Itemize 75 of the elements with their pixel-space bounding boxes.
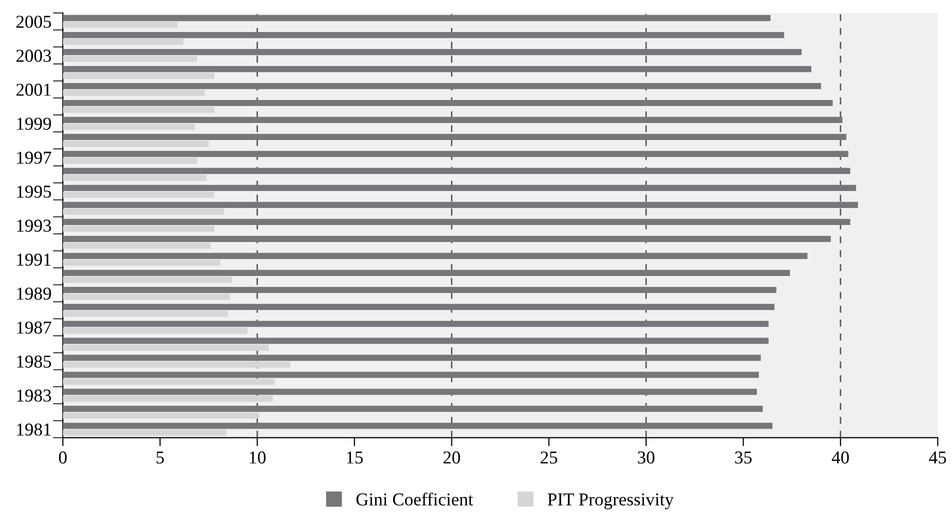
x-tick-label: 35 xyxy=(735,451,752,464)
bar xyxy=(62,422,772,429)
bar xyxy=(62,294,230,300)
bar xyxy=(62,270,790,276)
x-tick-label: 15 xyxy=(347,452,363,464)
x-tick-label: 25 xyxy=(540,451,558,464)
y-tick-label: 1985 xyxy=(17,356,52,368)
bar xyxy=(62,242,211,249)
bar xyxy=(62,430,226,436)
bar xyxy=(62,22,178,28)
bar xyxy=(62,184,856,192)
bar xyxy=(62,14,771,22)
bar xyxy=(62,116,842,124)
y-tick-label: 2005 xyxy=(16,16,52,28)
bar xyxy=(62,236,831,242)
y-tick-label: 2001 xyxy=(16,84,51,96)
bar xyxy=(62,344,269,351)
bar xyxy=(62,38,184,45)
bar xyxy=(62,158,197,164)
x-tick-label: 40 xyxy=(832,451,849,464)
bar xyxy=(62,378,275,385)
bar xyxy=(62,106,214,113)
y-tick-label: 1999 xyxy=(17,118,51,130)
bar xyxy=(62,150,848,158)
x-tick-label: 30 xyxy=(638,451,654,464)
bar xyxy=(62,354,761,361)
y-tick-label: 1981 xyxy=(17,423,51,436)
bar xyxy=(62,252,808,259)
y-tick-label: 1997 xyxy=(17,152,52,164)
bar xyxy=(62,174,207,181)
bar xyxy=(62,100,833,106)
bar xyxy=(62,320,769,327)
x-tick-label: 0 xyxy=(59,451,67,464)
bar xyxy=(62,32,784,38)
bar xyxy=(62,134,846,140)
bar xyxy=(62,338,769,344)
bar xyxy=(62,328,248,334)
bar xyxy=(62,362,290,368)
bar xyxy=(62,276,232,283)
bar xyxy=(62,192,214,198)
bar xyxy=(62,168,850,174)
bar xyxy=(62,226,214,232)
bar xyxy=(62,202,858,208)
bar xyxy=(62,208,224,215)
bar xyxy=(62,90,205,96)
bar xyxy=(62,218,850,225)
y-tick-label: 2003 xyxy=(16,50,52,62)
bar xyxy=(62,124,196,130)
x-tick-label: 45 xyxy=(929,452,946,464)
y-tick-label: 1989 xyxy=(17,288,51,300)
bar xyxy=(62,48,802,56)
legend-label: Gini Coefficient xyxy=(356,492,474,506)
bar xyxy=(62,310,228,317)
y-tick-label: 1995 xyxy=(17,186,52,198)
y-tick-label: 1991 xyxy=(17,254,51,266)
bar xyxy=(62,412,260,419)
y-tick-label: 1993 xyxy=(17,220,52,232)
bar xyxy=(62,286,776,293)
bar xyxy=(62,56,197,62)
bar xyxy=(62,396,273,402)
bar xyxy=(62,304,774,310)
bar xyxy=(62,260,220,266)
legend-label: PIT Progressivity xyxy=(548,493,674,510)
x-tick-label: 10 xyxy=(250,451,266,464)
y-tick-label: 1983 xyxy=(17,389,52,402)
x-tick-label: 20 xyxy=(443,451,460,464)
y-tick-label: 1987 xyxy=(17,322,52,334)
x-tick-label: 5 xyxy=(156,452,164,464)
bar xyxy=(62,406,763,412)
bar xyxy=(62,388,757,395)
bar xyxy=(62,372,759,378)
bar xyxy=(62,140,209,147)
bar xyxy=(62,66,812,72)
bar xyxy=(62,82,822,90)
bar xyxy=(62,72,214,79)
